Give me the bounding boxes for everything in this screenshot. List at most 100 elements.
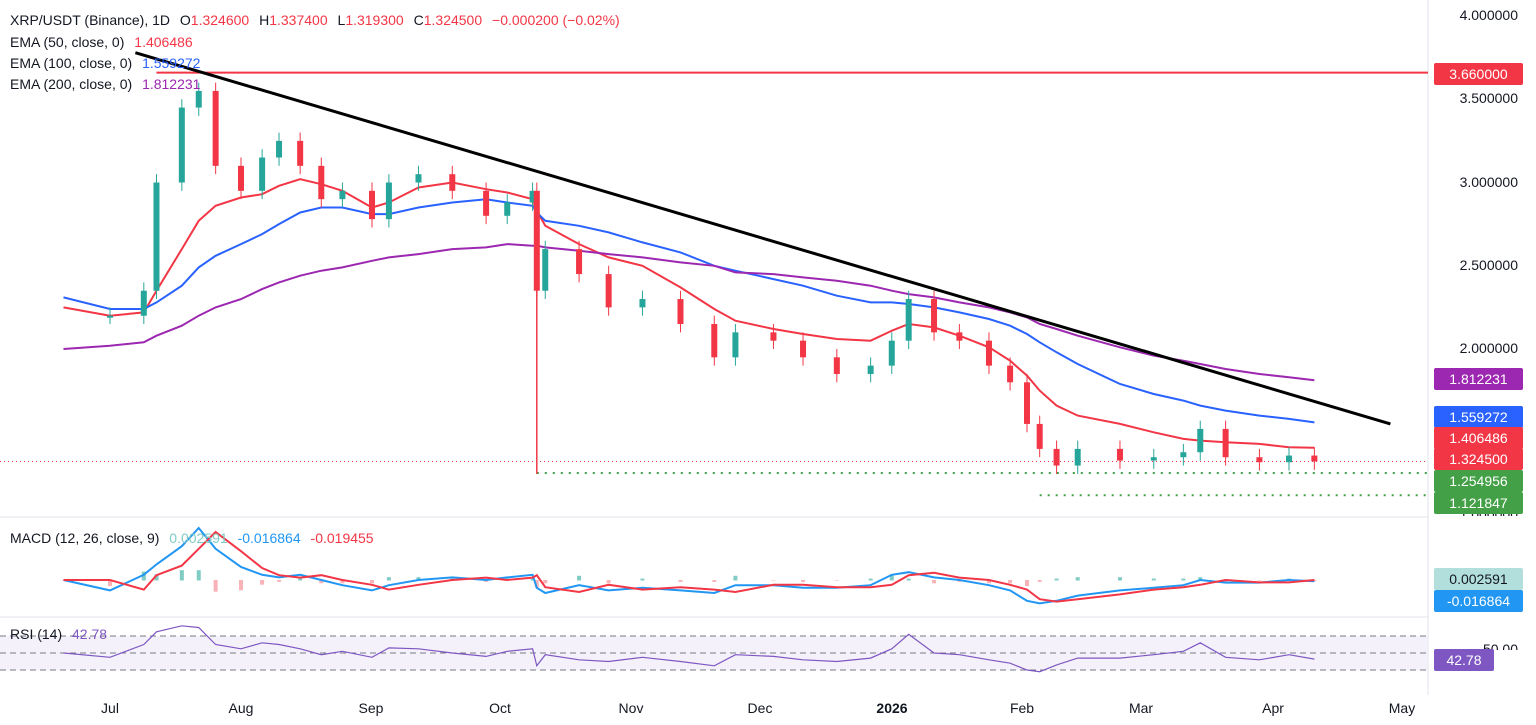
ema200-line xyxy=(63,243,1315,382)
time-tick: Feb xyxy=(1009,700,1035,716)
ema200-value: 1.812231 xyxy=(142,76,201,92)
open-label: O xyxy=(179,12,191,28)
macd-hist-bar xyxy=(543,580,548,584)
macd-hist-bar xyxy=(298,578,303,581)
candle-up xyxy=(107,315,113,318)
candle-down xyxy=(770,332,777,341)
time-tick: Aug xyxy=(228,700,254,716)
last-price-badge: 1.324500 xyxy=(1434,448,1523,470)
symbol-legend: XRP/USDT (Binance), 1D O1.324600 H1.3374… xyxy=(10,12,626,28)
candle-up xyxy=(905,299,912,341)
macd-hist-bar xyxy=(1037,580,1042,582)
open-value: 1.324600 xyxy=(190,12,250,28)
candle-up xyxy=(529,190,536,203)
rsi-badge: 42.78 xyxy=(1434,649,1494,671)
candle-down xyxy=(833,357,840,374)
candle-down xyxy=(483,190,490,216)
ema50-badge: 1.406486 xyxy=(1434,427,1523,449)
macd-hist-bar xyxy=(801,580,806,582)
high-value: 1.337400 xyxy=(269,12,328,28)
candle-down xyxy=(1024,382,1030,424)
macd-hist-bar xyxy=(1257,580,1262,581)
macd-hist-bar xyxy=(640,578,645,581)
ema100-line xyxy=(63,198,1315,424)
ema200-badge: 1.812231 xyxy=(1434,368,1523,390)
candle-down xyxy=(956,332,963,341)
candle-down xyxy=(212,90,219,166)
trendline xyxy=(134,51,1391,426)
macd-legend: MACD (12, 26, close, 9) 0.002591 -0.0168… xyxy=(10,530,380,546)
macd-line-badge: -0.016864 xyxy=(1434,590,1523,612)
candle-up xyxy=(140,290,147,316)
candle-up xyxy=(504,202,511,216)
ema100-legend: EMA (100, close, 0) 1.559272 xyxy=(10,55,206,71)
symbol-title: XRP/USDT (Binance), 1D xyxy=(10,12,171,28)
rsi-value: 42.78 xyxy=(72,626,108,642)
macd-hist-bar xyxy=(386,577,391,581)
time-tick: Mar xyxy=(1128,700,1154,716)
price-tick: 3.000000 xyxy=(1459,174,1518,190)
candle-up xyxy=(732,332,739,358)
candle-down xyxy=(677,299,684,325)
macd-hist-bar xyxy=(1008,580,1013,584)
macd-hist-bar xyxy=(834,580,839,581)
macd-hist-bar xyxy=(141,571,146,581)
ema100-value: 1.559272 xyxy=(142,55,201,71)
rsi-line xyxy=(63,625,1315,673)
macd-hist-bar xyxy=(1075,577,1080,581)
macd-hist-bar xyxy=(277,580,282,582)
price-tick: 4.000000 xyxy=(1459,7,1518,23)
candle-up xyxy=(1180,452,1187,458)
candle-up xyxy=(195,90,202,108)
rsi-label: RSI (14) xyxy=(10,626,63,642)
candle-down xyxy=(1053,448,1060,466)
macd-hist-bar xyxy=(370,580,374,584)
candle-up xyxy=(339,190,346,200)
macd-hist-bar xyxy=(733,575,738,581)
candle-up xyxy=(153,182,160,291)
time-tick-year: 2026 xyxy=(876,700,908,716)
candle-down xyxy=(1116,448,1123,461)
high-label: H xyxy=(259,12,270,28)
candle-down xyxy=(985,340,992,366)
candle-down xyxy=(605,274,612,308)
macd-hist-bar xyxy=(196,570,201,581)
candle-up xyxy=(639,299,646,308)
macd-hist-bar xyxy=(179,570,184,581)
rsi-legend: RSI (14) 42.78 xyxy=(10,626,113,642)
time-tick: Oct xyxy=(489,700,511,716)
macd-hist-bar xyxy=(1181,578,1186,581)
macd-hist-bar xyxy=(712,580,717,582)
macd-hist-bar xyxy=(1054,578,1059,581)
macd-hist-bar xyxy=(213,580,218,592)
candle-down xyxy=(1256,457,1263,463)
candle-down xyxy=(576,249,583,275)
macd-signal-line xyxy=(63,530,1315,603)
support2-badge: 1.121847 xyxy=(1434,492,1523,514)
ema50-legend: EMA (50, close, 0) 1.406486 xyxy=(10,34,199,50)
macd-hist-bar xyxy=(986,580,991,584)
candle-up xyxy=(276,140,283,158)
macd-hist-badge: 0.002591 xyxy=(1434,568,1523,590)
candle-up xyxy=(542,249,549,291)
macd-hist-bar xyxy=(260,580,265,585)
macd-hist-bar xyxy=(1117,577,1122,581)
rsi-tick-partial: 50.00 xyxy=(1482,641,1518,650)
candle-down xyxy=(533,190,540,291)
candle-down xyxy=(800,340,807,358)
ema50-line xyxy=(63,178,1315,449)
macd-hist-bar xyxy=(154,574,159,581)
macd-hist-bar xyxy=(416,577,421,581)
macd-hist-bar xyxy=(239,580,243,591)
candle-down xyxy=(1007,365,1014,383)
macd-hist-bar xyxy=(319,580,324,584)
time-tick: Sep xyxy=(358,700,384,716)
candle-up xyxy=(385,182,392,220)
macd-hist-bar xyxy=(1025,580,1029,587)
price-tick: 2.500000 xyxy=(1459,257,1518,273)
macd-hist-bar xyxy=(932,580,937,584)
macd-hist-bar xyxy=(771,580,776,581)
macd-line-value: -0.016864 xyxy=(237,530,301,546)
change-value: −0.000200 (−0.02%) xyxy=(492,12,620,28)
